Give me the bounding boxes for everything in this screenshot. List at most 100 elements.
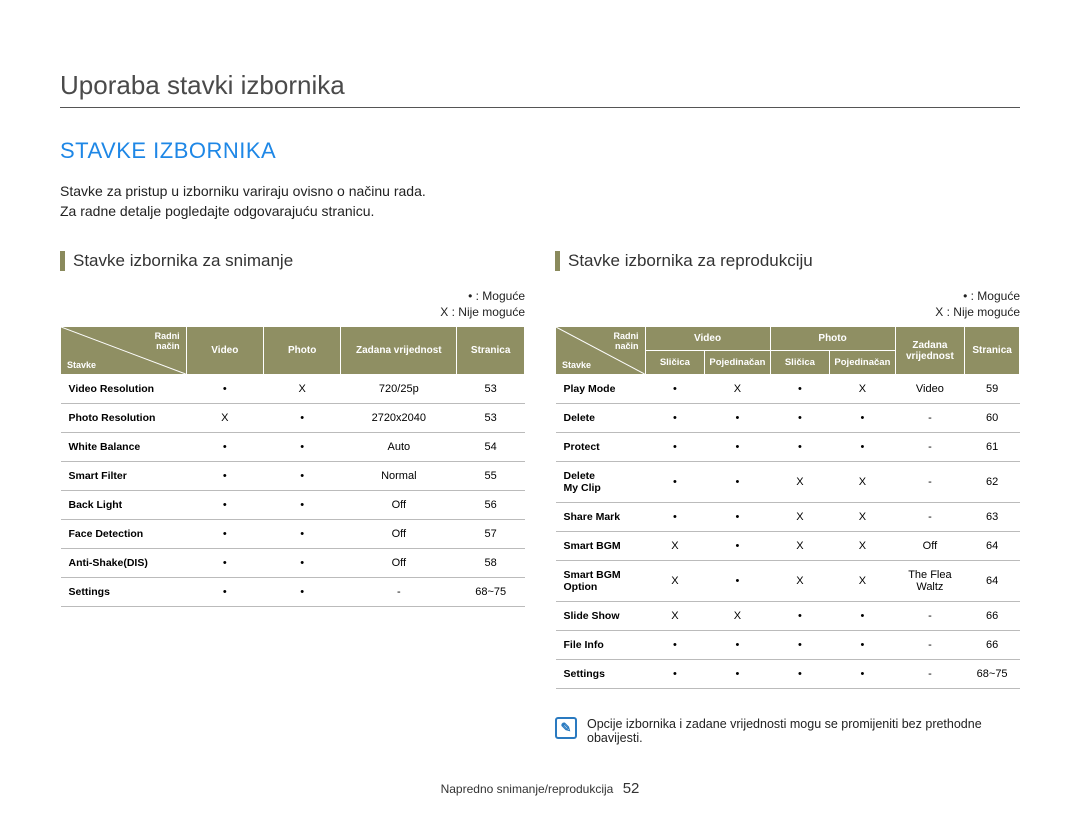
cell-photo-thumb: • bbox=[770, 602, 830, 631]
table-row: Delete••••-60 bbox=[556, 404, 1020, 433]
cell-default: - bbox=[895, 404, 965, 433]
cell-photo-single: • bbox=[830, 631, 895, 660]
table-row: Play Mode•X•XVideo59 bbox=[556, 375, 1020, 404]
cell-page: 64 bbox=[965, 561, 1020, 602]
table-row: Smart BGMOptionX•XXThe FleaWaltz64 bbox=[556, 561, 1020, 602]
row-name: Slide Show bbox=[556, 602, 646, 631]
table-row: Slide ShowXX••-66 bbox=[556, 602, 1020, 631]
col-photo: Photo bbox=[263, 327, 340, 375]
cell-page: 58 bbox=[457, 549, 525, 578]
cell-photo: • bbox=[263, 462, 340, 491]
cell-default: Off bbox=[895, 532, 965, 561]
cell-page: 60 bbox=[965, 404, 1020, 433]
cell-video: • bbox=[186, 520, 263, 549]
cell-photo-single: X bbox=[830, 503, 895, 532]
cell-video-thumb: X bbox=[645, 532, 705, 561]
cell-page: 64 bbox=[965, 532, 1020, 561]
cell-photo: X bbox=[263, 375, 340, 404]
playback-table: Radni način Stavke Video Photo Zadana vr… bbox=[555, 326, 1020, 689]
cell-page: 55 bbox=[457, 462, 525, 491]
table-row: Smart BGMX•XXOff64 bbox=[556, 532, 1020, 561]
cell-video-single: • bbox=[705, 532, 770, 561]
row-name: Smart BGM bbox=[556, 532, 646, 561]
playback-subtitle: Stavke izbornika za reprodukciju bbox=[555, 251, 1020, 271]
cell-photo-thumb: • bbox=[770, 631, 830, 660]
cell-photo-single: • bbox=[830, 404, 895, 433]
legend: • : MogućeX : Nije moguće bbox=[60, 289, 525, 320]
cell-photo-thumb: • bbox=[770, 375, 830, 404]
row-name: Share Mark bbox=[556, 503, 646, 532]
cell-video-thumb: • bbox=[645, 433, 705, 462]
cell-photo-single: X bbox=[830, 532, 895, 561]
cell-page: 54 bbox=[457, 433, 525, 462]
table-row: Face Detection••Off57 bbox=[61, 520, 525, 549]
cell-video-thumb: • bbox=[645, 631, 705, 660]
recording-menu-column: Stavke izbornika za snimanje • : MogućeX… bbox=[60, 251, 525, 745]
footer: Napredno snimanje/reprodukcija 52 bbox=[0, 780, 1080, 797]
table-row: Video Resolution•X720/25p53 bbox=[61, 375, 525, 404]
table-row: Anti-Shake(DIS)••Off58 bbox=[61, 549, 525, 578]
cell-video: • bbox=[186, 549, 263, 578]
cell-video-thumb: X bbox=[645, 602, 705, 631]
cell-video-single: • bbox=[705, 462, 770, 503]
cell-video: • bbox=[186, 433, 263, 462]
cell-default: Auto bbox=[341, 433, 457, 462]
col-video-group: Video bbox=[645, 327, 770, 351]
row-name: Smart Filter bbox=[61, 462, 187, 491]
cell-video-single: • bbox=[705, 433, 770, 462]
cell-photo-thumb: X bbox=[770, 561, 830, 602]
col-default: Zadana vrijednost bbox=[341, 327, 457, 375]
cell-video-single: • bbox=[705, 503, 770, 532]
col-video-thumb: Sličica bbox=[645, 351, 705, 375]
row-name: Photo Resolution bbox=[61, 404, 187, 433]
col-photo-thumb: Sličica bbox=[770, 351, 830, 375]
cell-video-single: • bbox=[705, 660, 770, 689]
cell-video: • bbox=[186, 375, 263, 404]
cell-photo: • bbox=[263, 549, 340, 578]
cell-page: 63 bbox=[965, 503, 1020, 532]
page-title: Uporaba stavki izbornika bbox=[60, 70, 1020, 108]
cell-default: Off bbox=[341, 491, 457, 520]
recording-table: Radni način Stavke Video Photo Zadana vr… bbox=[60, 326, 525, 607]
cell-photo-thumb: • bbox=[770, 404, 830, 433]
cell-photo-thumb: • bbox=[770, 660, 830, 689]
cell-default: - bbox=[895, 660, 965, 689]
col-video-single: Pojedinačan bbox=[705, 351, 770, 375]
table-row: Settings••-68~75 bbox=[61, 578, 525, 607]
cell-video-thumb: X bbox=[645, 561, 705, 602]
cell-photo-single: • bbox=[830, 433, 895, 462]
cell-default: Off bbox=[341, 520, 457, 549]
cell-default: - bbox=[895, 462, 965, 503]
cell-photo-single: X bbox=[830, 375, 895, 404]
cell-video-thumb: • bbox=[645, 462, 705, 503]
cell-video: • bbox=[186, 462, 263, 491]
row-name: DeleteMy Clip bbox=[556, 462, 646, 503]
col-page: Stranica bbox=[965, 327, 1020, 375]
table-row: White Balance••Auto54 bbox=[61, 433, 525, 462]
cell-page: 66 bbox=[965, 631, 1020, 660]
cell-video-thumb: • bbox=[645, 404, 705, 433]
cell-default: 2720x2040 bbox=[341, 404, 457, 433]
cell-photo: • bbox=[263, 404, 340, 433]
cell-video-thumb: • bbox=[645, 375, 705, 404]
page-number: 52 bbox=[623, 780, 640, 797]
table-row: File Info••••-66 bbox=[556, 631, 1020, 660]
cell-photo-single: X bbox=[830, 561, 895, 602]
cell-photo-single: X bbox=[830, 462, 895, 503]
intro-text: Stavke za pristup u izborniku variraju o… bbox=[60, 182, 1020, 221]
cell-photo-thumb: • bbox=[770, 433, 830, 462]
cell-default: 720/25p bbox=[341, 375, 457, 404]
note-text: Opcije izbornika i zadane vrijednosti mo… bbox=[587, 717, 1020, 745]
diag-header: Radni način Stavke bbox=[61, 327, 187, 375]
cell-video-single: • bbox=[705, 561, 770, 602]
cell-video: • bbox=[186, 578, 263, 607]
col-page: Stranica bbox=[457, 327, 525, 375]
cell-video-single: • bbox=[705, 631, 770, 660]
table-row: Smart Filter••Normal55 bbox=[61, 462, 525, 491]
diag-header: Radni način Stavke bbox=[556, 327, 646, 375]
row-name: Settings bbox=[556, 660, 646, 689]
cell-photo: • bbox=[263, 578, 340, 607]
cell-photo-thumb: X bbox=[770, 532, 830, 561]
col-photo-single: Pojedinačan bbox=[830, 351, 895, 375]
table-row: Share Mark••XX-63 bbox=[556, 503, 1020, 532]
